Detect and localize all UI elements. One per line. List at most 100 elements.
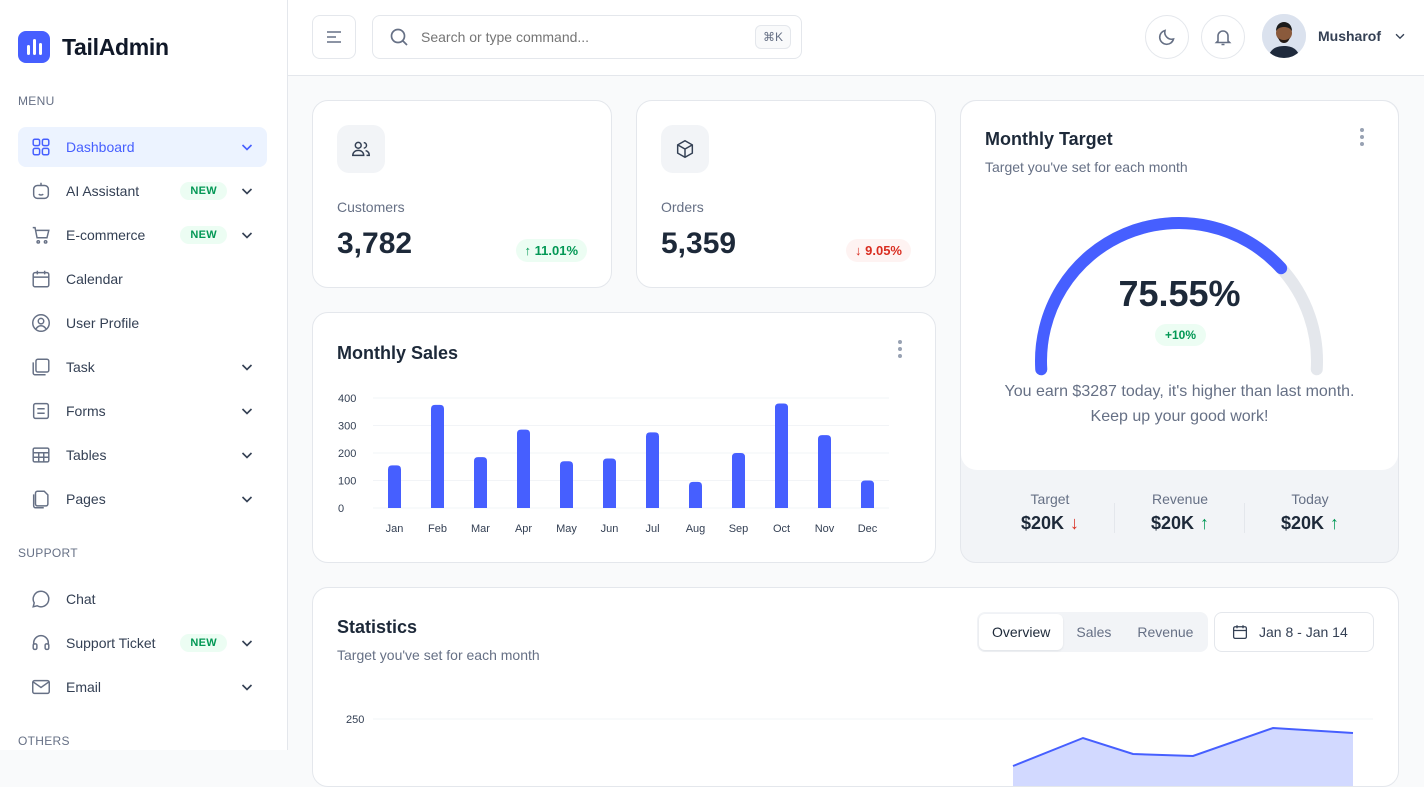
card-title: Statistics xyxy=(337,617,418,637)
grid-icon xyxy=(32,138,50,156)
headset-icon xyxy=(32,635,50,651)
tab-sales[interactable]: Sales xyxy=(1076,624,1112,640)
sidebar: TailAdmin MENU Dashboard AI Assistant NE… xyxy=(0,0,288,750)
sidebar-item-support-ticket[interactable]: Support Ticket NEW xyxy=(18,623,267,663)
pages-icon xyxy=(32,490,49,509)
arrow-up-icon: ↑ xyxy=(524,243,532,258)
today-stat: Today $20K ↑ xyxy=(1245,491,1375,534)
orders-icon-box xyxy=(661,125,709,173)
new-badge: NEW xyxy=(180,634,227,652)
top-header: ⌘K Musharof xyxy=(288,0,1424,76)
sidebar-item-forms[interactable]: Forms xyxy=(18,391,267,431)
customers-card: Customers 3,782 ↑ 11.01% xyxy=(312,100,612,288)
sidebar-item-email[interactable]: Email xyxy=(18,667,267,707)
x-tick-label: Mar xyxy=(471,523,490,535)
cart-icon xyxy=(32,226,50,244)
metric-label: Customers xyxy=(337,199,405,215)
gauge-value: 75.55% xyxy=(1118,273,1241,314)
arrow-down-icon: ↓ xyxy=(855,243,862,258)
sidebar-item-dashboard[interactable]: Dashboard xyxy=(18,127,267,167)
date-range-label: Jan 8 - Jan 14 xyxy=(1259,624,1348,640)
bar-feb xyxy=(431,404,444,508)
user-menu[interactable]: Musharof xyxy=(1262,14,1407,58)
avatar xyxy=(1262,14,1306,58)
search-bar[interactable]: ⌘K xyxy=(372,15,802,59)
sidebar-item-label: Dashboard xyxy=(66,139,135,155)
brand-name: TailAdmin xyxy=(62,33,169,60)
more-options-icon[interactable] xyxy=(1352,127,1372,147)
more-options-icon[interactable] xyxy=(890,339,910,359)
bar-mar xyxy=(474,457,487,508)
bar-sep xyxy=(732,453,745,508)
stat-value: $20K xyxy=(1020,513,1065,533)
x-tick-label: Jan xyxy=(386,523,404,535)
y-tick-label: 300 xyxy=(338,421,356,433)
change-value: 11.01% xyxy=(534,243,578,258)
monthly-target-panel: Monthly Target Target you've set for eac… xyxy=(961,101,1398,470)
search-input[interactable] xyxy=(421,29,741,45)
box-icon xyxy=(676,139,694,159)
sidebar-item-tables[interactable]: Tables xyxy=(18,435,267,475)
notifications-button[interactable] xyxy=(1201,15,1245,59)
x-tick-label: Apr xyxy=(515,523,532,535)
logo-icon xyxy=(18,31,50,63)
menu-section-label: MENU xyxy=(18,94,55,108)
x-tick-label: Dec xyxy=(858,523,878,535)
menu-icon xyxy=(327,31,341,43)
stat-value: $20K xyxy=(1150,513,1195,533)
arrow-down-icon: ↓ xyxy=(1070,513,1080,533)
divider xyxy=(1114,503,1115,533)
card-title: Monthly Sales xyxy=(337,343,459,363)
bar-oct xyxy=(775,403,788,508)
x-tick-label: Nov xyxy=(815,523,835,535)
monthly-target-card: Monthly Target Target you've set for eac… xyxy=(960,100,1399,563)
customers-icon-box xyxy=(337,125,385,173)
arrow-up-icon: ↑ xyxy=(1330,513,1340,533)
sidebar-item-user-profile[interactable]: User Profile xyxy=(18,303,267,343)
sidebar-item-ai-assistant[interactable]: AI Assistant NEW xyxy=(18,171,267,211)
search-icon xyxy=(390,28,408,46)
robot-icon xyxy=(32,182,50,200)
change-badge: ↓ 9.05% xyxy=(846,239,911,262)
y-tick-label: 200 xyxy=(338,448,356,460)
stat-value: $20K xyxy=(1280,513,1325,533)
change-value: 9.05% xyxy=(865,243,902,258)
metric-value: 5,359 xyxy=(661,227,737,260)
sidebar-toggle-button[interactable] xyxy=(312,15,356,59)
stat-label: Target xyxy=(1030,491,1070,507)
y-tick-label: 100 xyxy=(338,476,356,488)
sidebar-item-calendar[interactable]: Calendar xyxy=(18,259,267,299)
bar-may xyxy=(560,461,573,508)
monthly-sales-card: Monthly Sales 400 300 200 100 0 Jan Feb Mar Apr M… xyxy=(312,312,936,563)
area-series xyxy=(1013,728,1353,786)
sidebar-item-label: Email xyxy=(66,679,102,695)
orders-card: Orders 5,359 ↓ 9.05% xyxy=(636,100,936,288)
tab-revenue[interactable]: Revenue xyxy=(1137,624,1194,640)
x-tick-label: Sep xyxy=(729,523,749,535)
users-icon xyxy=(352,141,370,157)
sidebar-item-ecommerce[interactable]: E-commerce NEW xyxy=(18,215,267,255)
x-tick-label: Jun xyxy=(601,523,619,535)
user-avatar-icon xyxy=(1262,14,1306,58)
others-section-label: OTHERS xyxy=(18,734,70,748)
tab-overview[interactable]: Overview xyxy=(979,614,1064,650)
sidebar-item-task[interactable]: Task xyxy=(18,347,267,387)
sidebar-item-chat[interactable]: Chat xyxy=(18,579,267,619)
brand-logo[interactable]: TailAdmin xyxy=(18,31,169,63)
statistics-chart: 250 xyxy=(346,714,1373,786)
sidebar-item-pages[interactable]: Pages xyxy=(18,479,267,519)
target-stat: Target $20K ↓ xyxy=(985,491,1115,534)
sidebar-item-label: User Profile xyxy=(66,315,140,331)
target-message-line: You earn $3287 today, it's higher than l… xyxy=(1004,383,1355,400)
x-tick-label: May xyxy=(556,523,577,535)
theme-toggle-button[interactable] xyxy=(1145,15,1189,59)
bar-jul xyxy=(646,432,659,508)
task-icon xyxy=(32,358,50,376)
x-tick-label: Jul xyxy=(645,523,659,535)
chevron-down-icon xyxy=(241,684,253,691)
date-range-picker[interactable]: Jan 8 - Jan 14 xyxy=(1214,612,1374,652)
sidebar-item-label: AI Assistant xyxy=(66,183,140,199)
x-tick-label: Aug xyxy=(686,523,706,535)
sidebar-item-label: Pages xyxy=(66,491,106,507)
stat-label: Today xyxy=(1291,491,1329,507)
